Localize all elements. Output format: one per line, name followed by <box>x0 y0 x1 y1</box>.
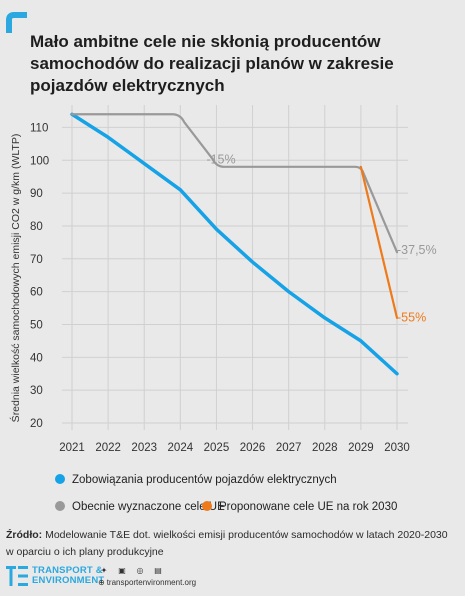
website-text: transportenvironment.org <box>106 578 197 587</box>
annotation-label: -15% <box>206 153 235 167</box>
footer-website[interactable]: ⊕ transportenvironment.org <box>98 578 196 587</box>
source-label: Źródło: <box>6 529 43 541</box>
series-line-1 <box>70 112 399 376</box>
chart-series <box>70 112 399 376</box>
legend-marker <box>55 474 65 484</box>
legend-label: Zobowiązania producentów pojazdów elektr… <box>72 474 337 486</box>
x-tick-label: 2025 <box>204 442 230 454</box>
annotation-label: -55% <box>397 310 426 324</box>
y-tick-label: 90 <box>30 188 43 200</box>
x-tick-label: 2023 <box>131 442 157 454</box>
y-tick-label: 50 <box>30 319 43 331</box>
x-tick-label: 2021 <box>59 442 85 454</box>
x-tick-label: 2024 <box>168 442 194 454</box>
x-tick-label: 2022 <box>95 442 121 454</box>
source-note: Źródło: Modelowanie T&E dot. wielkości e… <box>6 527 451 561</box>
y-axis-label: Średnia wielkość samochodowych emisji CO… <box>9 134 22 423</box>
facebook-icon[interactable]: ▣ <box>118 566 126 575</box>
y-tick-label: 40 <box>30 352 43 364</box>
y-tick-label: 30 <box>30 385 43 397</box>
social-icons: ✦ ▣ ◎ ▤ <box>98 566 164 576</box>
y-tick-label: 80 <box>30 221 43 233</box>
chart-grid <box>62 105 408 430</box>
chart-annotations: -15% -37,5% -55% <box>206 153 436 325</box>
x-axis-ticks: 2021 2022 2023 2024 2025 2026 2027 2028 2029 2030 <box>59 442 410 454</box>
annotation-label: -37,5% <box>397 243 437 257</box>
brand-corner-icon <box>6 12 27 33</box>
brand-line-2: ENVIRONMENT <box>32 575 105 586</box>
globe-icon: ⊕ <box>98 578 105 587</box>
te-logo-icon <box>6 566 28 586</box>
footer-brand: TRANSPORT & ENVIRONMENT <box>32 566 104 586</box>
y-axis-ticks: 20 30 40 50 60 70 80 90 100 110 <box>30 122 49 430</box>
source-text: Modelowanie T&E dot. wielkości emisji pr… <box>6 529 448 558</box>
y-tick-label: 100 <box>30 155 49 167</box>
legend-marker <box>55 501 65 511</box>
instagram-icon[interactable]: ◎ <box>136 566 144 575</box>
series-line-2 <box>70 113 399 254</box>
legend-label: Obecnie wyznaczone cele UE <box>72 501 225 513</box>
x-tick-label: 2027 <box>276 442 302 454</box>
x-tick-label: 2030 <box>384 442 410 454</box>
y-tick-label: 70 <box>30 254 43 266</box>
chart-legend: Zobowiązania producentów pojazdów elektr… <box>55 474 397 513</box>
y-tick-label: 20 <box>30 418 43 430</box>
x-tick-label: 2026 <box>240 442 266 454</box>
linkedin-icon[interactable]: ▤ <box>154 566 162 575</box>
x-tick-label: 2028 <box>312 442 338 454</box>
legend-label: Proponowane cele UE na rok 2030 <box>219 501 397 513</box>
y-tick-label: 110 <box>30 122 48 134</box>
y-tick-label: 60 <box>30 287 43 299</box>
twitter-icon[interactable]: ✦ <box>100 566 108 575</box>
series-line-3 <box>359 165 399 320</box>
chart-title: Mało ambitne cele nie skłonią producentó… <box>30 32 394 95</box>
legend-marker <box>202 501 212 511</box>
x-tick-label: 2029 <box>348 442 374 454</box>
brand-line-1: TRANSPORT & <box>32 565 103 576</box>
